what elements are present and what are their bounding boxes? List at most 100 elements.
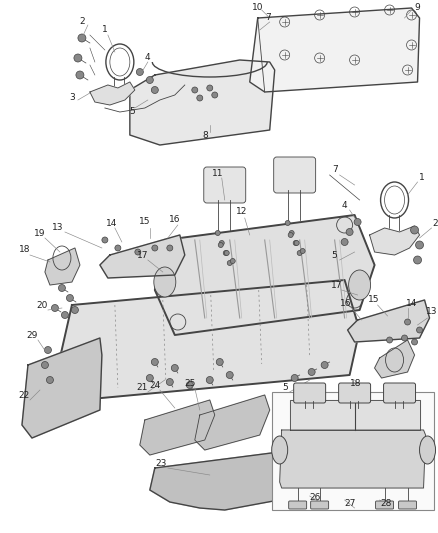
Circle shape bbox=[285, 221, 290, 225]
Circle shape bbox=[227, 261, 232, 265]
Ellipse shape bbox=[271, 436, 287, 464]
Text: 23: 23 bbox=[155, 459, 166, 469]
Text: 16: 16 bbox=[169, 215, 180, 224]
Polygon shape bbox=[374, 340, 413, 378]
Text: 18: 18 bbox=[349, 379, 360, 389]
Circle shape bbox=[152, 245, 158, 251]
Circle shape bbox=[211, 92, 217, 98]
Text: 13: 13 bbox=[52, 223, 64, 232]
Text: 29: 29 bbox=[26, 332, 38, 341]
Text: 2: 2 bbox=[432, 220, 437, 229]
Circle shape bbox=[115, 245, 120, 251]
FancyBboxPatch shape bbox=[375, 501, 392, 509]
Text: 1: 1 bbox=[418, 174, 424, 182]
Circle shape bbox=[66, 295, 73, 302]
Circle shape bbox=[219, 240, 224, 246]
Circle shape bbox=[353, 219, 360, 225]
Circle shape bbox=[386, 337, 392, 343]
Circle shape bbox=[345, 229, 352, 236]
FancyBboxPatch shape bbox=[398, 501, 416, 509]
Circle shape bbox=[191, 87, 198, 93]
Text: 21: 21 bbox=[136, 384, 147, 392]
Circle shape bbox=[196, 95, 202, 101]
Text: 4: 4 bbox=[145, 53, 150, 62]
Circle shape bbox=[206, 85, 212, 91]
Circle shape bbox=[136, 69, 143, 76]
Circle shape bbox=[416, 327, 421, 333]
Ellipse shape bbox=[348, 270, 370, 300]
Text: 5: 5 bbox=[331, 251, 337, 260]
Polygon shape bbox=[22, 338, 102, 438]
FancyBboxPatch shape bbox=[273, 157, 315, 193]
Text: 28: 28 bbox=[379, 499, 390, 508]
Circle shape bbox=[290, 375, 297, 382]
Circle shape bbox=[61, 311, 68, 319]
Circle shape bbox=[321, 361, 327, 368]
Text: 25: 25 bbox=[184, 379, 195, 389]
Polygon shape bbox=[90, 82, 134, 105]
Circle shape bbox=[340, 238, 347, 246]
Circle shape bbox=[166, 378, 173, 385]
Text: 20: 20 bbox=[36, 302, 48, 311]
Text: 7: 7 bbox=[264, 13, 270, 22]
Circle shape bbox=[78, 34, 86, 42]
Polygon shape bbox=[194, 395, 269, 450]
Circle shape bbox=[404, 319, 410, 325]
Circle shape bbox=[410, 339, 417, 345]
Text: 27: 27 bbox=[343, 499, 354, 508]
Text: 17: 17 bbox=[137, 252, 148, 261]
Circle shape bbox=[297, 251, 301, 255]
Text: 17: 17 bbox=[330, 280, 342, 289]
Circle shape bbox=[134, 249, 141, 255]
Ellipse shape bbox=[419, 436, 434, 464]
Circle shape bbox=[46, 376, 53, 384]
Circle shape bbox=[171, 365, 178, 372]
Text: 13: 13 bbox=[425, 308, 436, 317]
Polygon shape bbox=[249, 8, 419, 92]
Polygon shape bbox=[60, 280, 359, 400]
Text: 1: 1 bbox=[102, 26, 107, 35]
Circle shape bbox=[74, 54, 82, 62]
FancyBboxPatch shape bbox=[288, 501, 306, 509]
Text: 2: 2 bbox=[79, 18, 85, 27]
FancyBboxPatch shape bbox=[310, 501, 328, 509]
Circle shape bbox=[293, 240, 297, 246]
Polygon shape bbox=[140, 400, 214, 455]
Circle shape bbox=[226, 372, 233, 378]
Circle shape bbox=[216, 359, 223, 366]
Bar bbox=[271, 392, 433, 510]
Circle shape bbox=[300, 248, 304, 254]
Circle shape bbox=[293, 240, 298, 246]
Polygon shape bbox=[149, 450, 304, 510]
Text: 22: 22 bbox=[18, 392, 29, 400]
Text: 9: 9 bbox=[414, 4, 420, 12]
Text: 11: 11 bbox=[212, 169, 223, 179]
Text: 10: 10 bbox=[251, 4, 263, 12]
Text: 5: 5 bbox=[129, 108, 134, 117]
Text: 8: 8 bbox=[201, 132, 207, 141]
Text: 5: 5 bbox=[281, 384, 287, 392]
Polygon shape bbox=[347, 300, 428, 342]
Text: 16: 16 bbox=[339, 298, 350, 308]
Circle shape bbox=[146, 375, 153, 382]
Polygon shape bbox=[155, 215, 374, 335]
Text: 14: 14 bbox=[106, 220, 117, 229]
Circle shape bbox=[413, 256, 420, 264]
Circle shape bbox=[76, 71, 84, 79]
Circle shape bbox=[206, 376, 213, 384]
Circle shape bbox=[307, 368, 314, 376]
Circle shape bbox=[146, 77, 153, 84]
Circle shape bbox=[151, 86, 158, 93]
Text: 15: 15 bbox=[367, 295, 378, 304]
Circle shape bbox=[51, 304, 58, 311]
Circle shape bbox=[401, 335, 406, 341]
Circle shape bbox=[230, 259, 235, 263]
Circle shape bbox=[218, 243, 223, 247]
Circle shape bbox=[215, 230, 220, 236]
Text: 3: 3 bbox=[69, 93, 74, 102]
Polygon shape bbox=[100, 235, 184, 278]
Circle shape bbox=[41, 361, 48, 368]
Text: 24: 24 bbox=[149, 382, 160, 391]
Polygon shape bbox=[289, 400, 419, 430]
Circle shape bbox=[186, 382, 193, 389]
